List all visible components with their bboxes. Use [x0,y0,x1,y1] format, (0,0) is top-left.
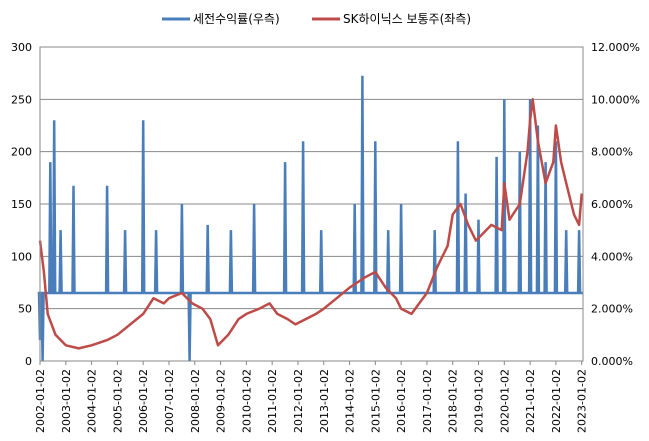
right-tick-label: 8.000% [591,146,633,159]
left-tick-label: 300 [11,41,32,54]
right-axis: 0.000% 2.000% 4.000% 6.000% 8.000% 10.000% 12.… [591,41,640,368]
x-tick-label: 2013-01-02 [318,369,331,433]
x-tick-label: 2023-01-02 [576,369,589,433]
right-tick-label: 6.000% [591,198,633,211]
x-axis: 2002-01-02 2003-01-02 2004-01-02 2005-01-02… [34,361,589,433]
x-tick-label: 2022-01-02 [550,369,563,433]
left-tick-label: 100 [11,250,32,263]
x-tick-label: 2011-01-02 [266,369,279,433]
left-tick-label: 250 [11,93,32,106]
x-tick-label: 2006-01-02 [137,369,150,433]
right-tick-label: 12.000% [591,41,640,54]
x-tick-label: 2021-01-02 [524,369,537,433]
left-axis: 0 50 100 150 200 250 300 [11,41,32,368]
x-tick-label: 2018-01-02 [447,369,460,433]
left-tick-label: 200 [11,146,32,159]
x-tick-label: 2020-01-02 [498,369,511,433]
series-returns [37,75,583,362]
x-tick-label: 2012-01-02 [292,369,305,433]
x-tick-label: 2019-01-02 [473,369,486,433]
x-tick-label: 2017-01-02 [421,369,434,433]
left-tick-label: 50 [18,303,32,316]
legend-label-stock: SK하이닉스 보통주(좌측) [343,12,471,26]
plot-frame [39,46,584,362]
legend: 세전수익률(우측) SK하이닉스 보통주(좌측) [162,12,471,26]
legend-label-returns: 세전수익률(우측) [193,12,280,26]
x-tick-label: 2014-01-02 [344,369,357,433]
x-tick-label: 2016-01-02 [395,369,408,433]
x-tick-label: 2010-01-02 [240,369,253,433]
x-tick-label: 2002-01-02 [34,369,47,433]
right-tick-label: 4.000% [591,250,633,263]
x-tick-label: 2009-01-02 [215,369,228,433]
right-tick-label: 10.000% [591,93,640,106]
returns-line [37,75,583,362]
x-tick-label: 2003-01-02 [60,369,73,433]
left-tick-label: 150 [11,198,32,211]
right-tick-label: 2.000% [591,303,633,316]
gridlines [40,46,583,310]
x-tick-label: 2008-01-02 [189,369,202,433]
x-tick-label: 2005-01-02 [111,369,124,433]
stock-line [38,98,583,350]
x-tick-label: 2004-01-02 [86,369,99,433]
x-tick-label: 2015-01-02 [369,369,382,433]
right-tick-label: 0.000% [591,355,633,368]
series-stock [38,98,583,350]
left-tick-label: 0 [25,355,32,368]
x-tick-label: 2007-01-02 [163,369,176,433]
